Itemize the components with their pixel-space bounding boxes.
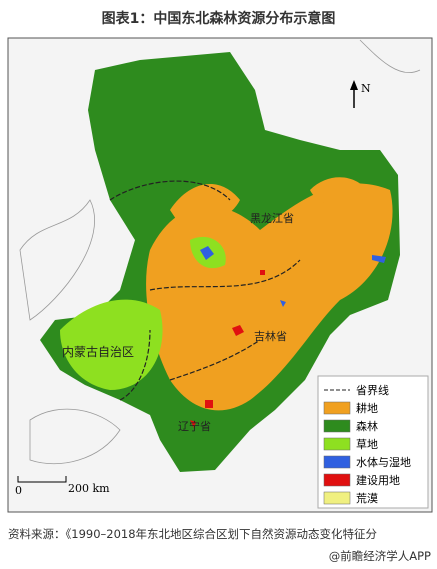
legend-label: 森林: [356, 419, 378, 433]
brand: @前瞻经济学人APP: [328, 549, 431, 563]
legend-swatch: [323, 419, 351, 433]
source: 资料来源：《1990–2018年东北地区综合区划下自然资源动态变化特征分: [8, 527, 378, 541]
legend-label: 荒漠: [356, 492, 378, 505]
legend-label: 省界线: [356, 383, 389, 397]
scale-bar: [17, 476, 67, 483]
north-label: N: [361, 82, 371, 95]
scale-label: 0: [15, 484, 22, 497]
cropland: [170, 177, 370, 227]
legend-label: 水体与湿地: [356, 455, 411, 469]
legend-swatch: [323, 401, 351, 415]
legend-swatch: [323, 491, 351, 505]
legend-swatch: [323, 437, 351, 451]
region-label: 辽宁省: [178, 419, 211, 433]
province-border: [109, 180, 301, 401]
legend-label: 耕地: [356, 401, 378, 415]
outer-boundary: [19, 39, 421, 465]
region-label: 吉林省: [254, 329, 287, 343]
legend-label: 草地: [356, 438, 378, 451]
legend-swatch: [323, 455, 351, 469]
map: 黑龙江省 吉林省 辽宁省 内蒙古自治区 N 0 200 km 省界线耕地森林草地…: [7, 37, 433, 513]
legend-label: 建设用地: [356, 473, 400, 487]
region-label: 黑龙江省: [250, 212, 294, 225]
north-arrow: [350, 80, 358, 90]
title: 图表1：中国东北森林资源分布示意图: [101, 11, 336, 27]
region-label: 内蒙古自治区: [62, 344, 134, 359]
legend-swatch: [323, 473, 351, 487]
scale-label: 200 km: [68, 482, 110, 495]
grassland: [60, 236, 226, 390]
